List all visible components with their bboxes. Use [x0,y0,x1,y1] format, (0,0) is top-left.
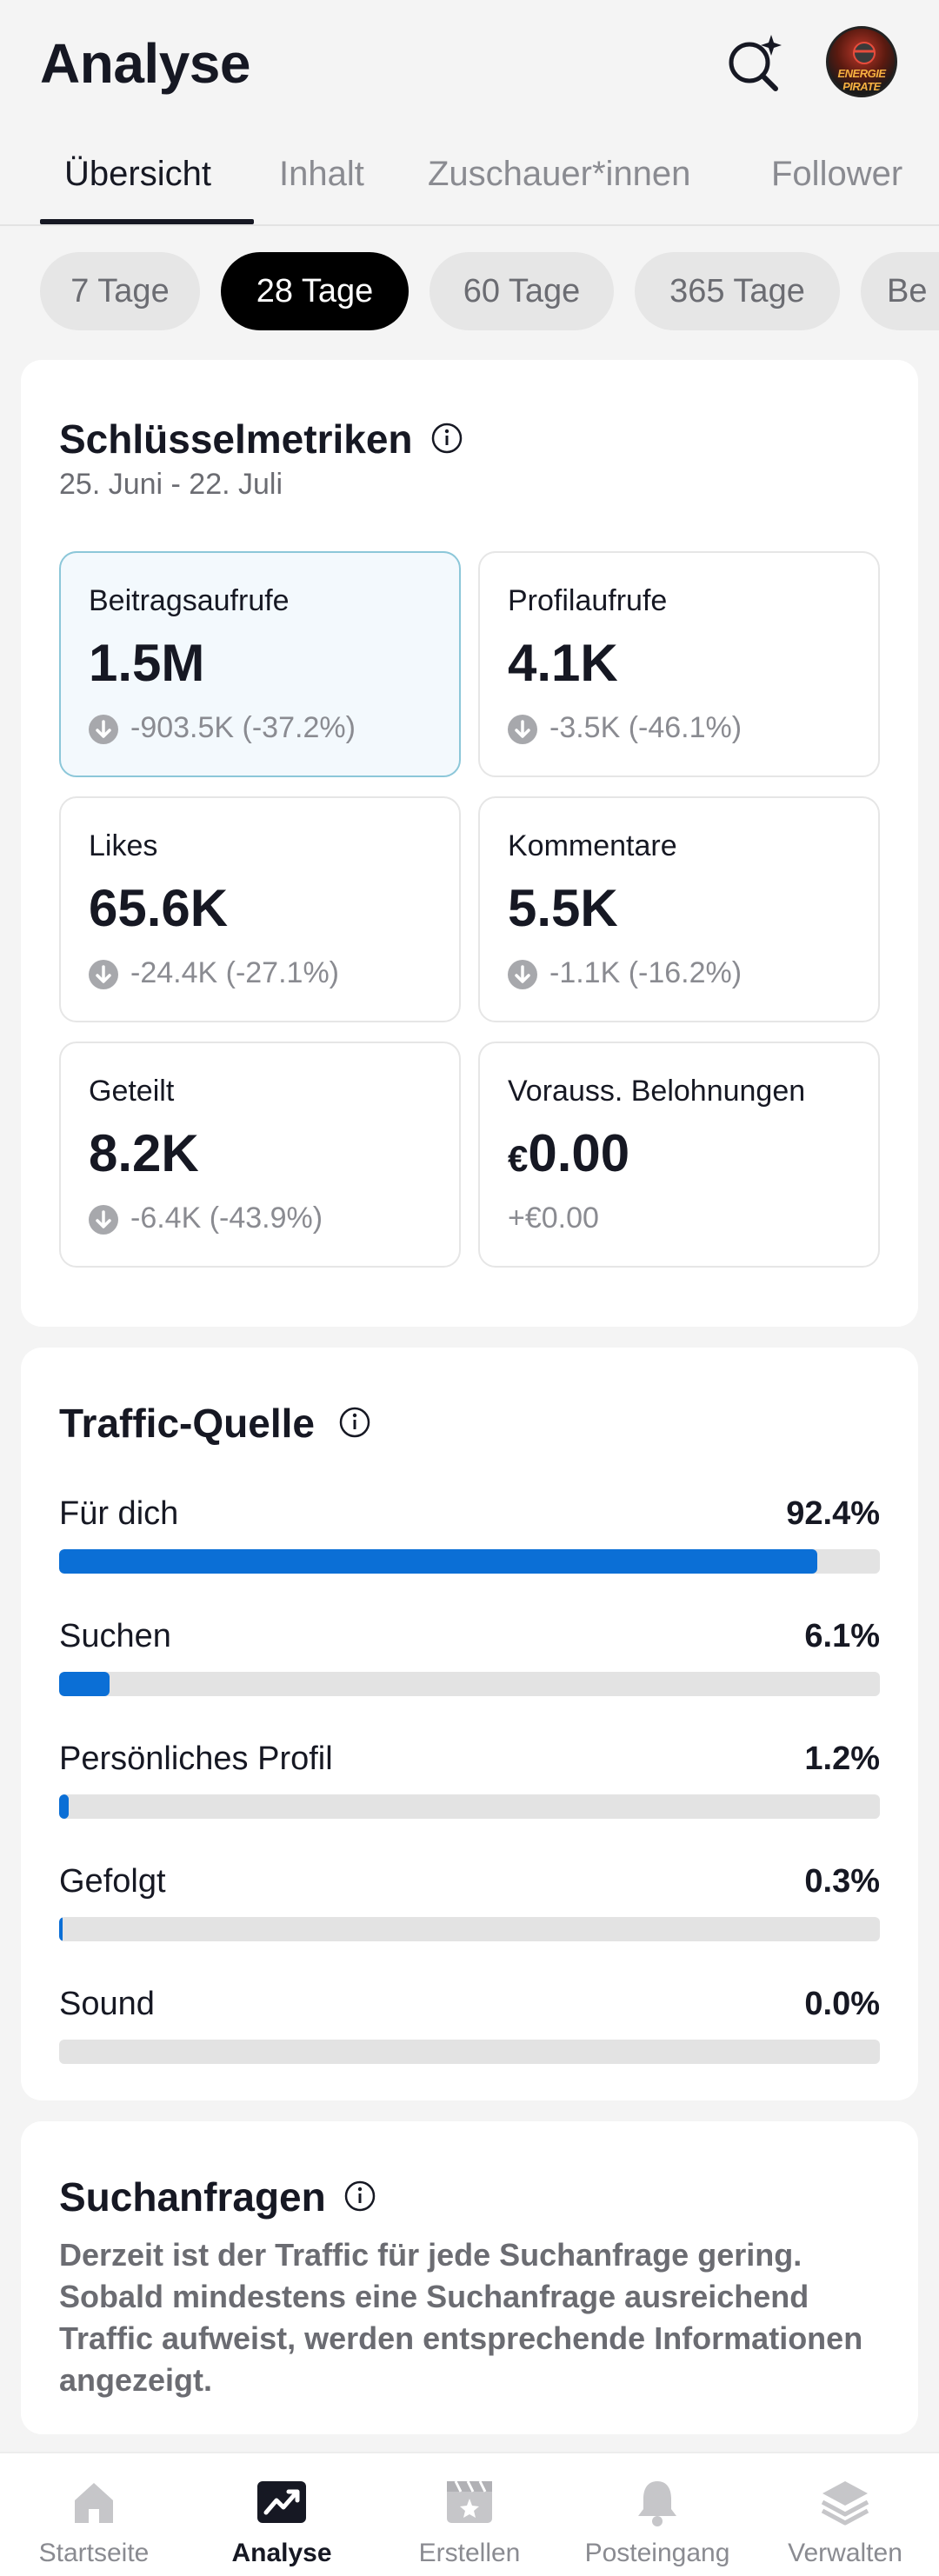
traffic-source-percent: 92.4% [786,1495,880,1532]
create-icon [447,2480,492,2523]
avatar-logo-text: ENERGIE PIRATE [837,67,886,93]
period-7-days[interactable]: 7 Tage [40,252,200,330]
traffic-source-label: Gefolgt [59,1863,166,1900]
metric-value: 65.6K [89,879,229,937]
metric-value: 1.5M [89,634,205,692]
metric-change: -3.5K (-46.1%) [549,711,743,744]
traffic-source-label: Persönliches Profil [59,1741,333,1777]
metric-change: -24.4K (-27.1%) [130,956,339,989]
traffic-source-percent: 0.0% [804,1986,880,2022]
nav-label: Startseite [38,2539,150,2567]
traffic-source-label: Sound [59,1986,155,2022]
key-metrics-title: Schlüsselmetriken [59,416,413,462]
info-icon[interactable] [337,1405,372,1440]
search-queries-message: Derzeit ist der Traffic für jede Suchanf… [59,2237,863,2398]
traffic-source-label: Für dich [59,1495,179,1532]
traffic-bar-track [59,1672,880,1696]
page-title: Analyse [40,32,250,95]
nav-label: Posteingang [584,2539,730,2567]
arrow-down-icon [508,960,537,989]
tab-followers[interactable]: Follower [771,155,903,193]
header: Analyse ENERGIE PIRATE [0,0,939,122]
traffic-bar-fill [59,1794,70,1819]
metric-value: 8.2K [89,1124,199,1182]
nav-label: Verwalten [788,2539,902,2567]
metric-label: Kommentare [508,829,677,862]
metric-label: Geteilt [89,1075,175,1108]
traffic-bar-track [59,1917,880,1941]
period-60-days[interactable]: 60 Tage [430,252,614,330]
bottom-navigation: Startseite Analyse Erstellen Posteingang… [0,2452,939,2576]
key-metrics-card: Schlüsselmetriken 25. Juni - 22. Juli Be… [21,360,918,1327]
home-icon [75,2483,113,2523]
period-365-days[interactable]: 365 Tage [635,252,840,330]
bell-icon [638,2481,676,2526]
arrow-down-icon [89,1205,118,1235]
nav-manage[interactable]: Verwalten [751,2453,939,2576]
date-range: 25. Juni - 22. Juli [59,468,283,501]
metric-change: -903.5K (-37.2%) [130,711,356,744]
arrow-down-icon [89,715,118,744]
traffic-bar-fill [59,1549,818,1574]
tab-viewers[interactable]: Zuschauer*innen [428,155,691,193]
avatar-logo-icon [853,42,876,64]
metric-value: 4.1K [508,634,618,692]
nav-label: Analyse [231,2539,332,2567]
metric-profile-views[interactable]: Profilaufrufe 4.1K -3.5K (-46.1%) [478,551,880,777]
reward-amount: 0.00 [528,1124,630,1182]
metric-label: Vorauss. Belohnungen [508,1075,806,1108]
nav-label: Erstellen [418,2539,521,2567]
nav-create[interactable]: Erstellen [376,2453,563,2576]
avatar[interactable]: ENERGIE PIRATE [826,26,897,97]
nav-inbox[interactable]: Posteingang [563,2453,751,2576]
active-tab-indicator [40,219,254,224]
info-icon[interactable] [343,2179,377,2213]
arrow-down-icon [508,715,537,744]
tab-content[interactable]: Inhalt [279,155,364,193]
period-28-days[interactable]: 28 Tage [221,252,409,330]
traffic-source-percent: 0.3% [804,1863,880,1900]
traffic-source-title: Traffic-Quelle [59,1401,315,1446]
search-queries-title: Suchanfragen [59,2174,326,2220]
analytics-icon [257,2481,306,2523]
metric-value: €0.00 [508,1123,629,1183]
metric-change: -6.4K (-43.9%) [130,1201,323,1235]
traffic-bar-track [59,2040,880,2064]
info-icon[interactable] [430,421,464,456]
traffic-source-percent: 6.1% [804,1618,880,1654]
metric-likes[interactable]: Likes 65.6K -24.4K (-27.1%) [59,796,461,1022]
metric-change: +€0.00 [508,1201,599,1235]
traffic-source-card: Traffic-Quelle Für dich 92.4% Suchen 6.1% Pe… [21,1348,918,2100]
traffic-bar-fill [59,1917,63,1941]
traffic-bar-track [59,1549,880,1574]
traffic-bar-track [59,1794,880,1819]
metric-comments[interactable]: Kommentare 5.5K -1.1K (-16.2%) [478,796,880,1022]
nav-home[interactable]: Startseite [0,2453,188,2576]
metric-value: 5.5K [508,879,618,937]
metric-change: -1.1K (-16.2%) [549,956,743,989]
traffic-bar-fill [59,1672,110,1696]
metric-shares[interactable]: Geteilt 8.2K -6.4K (-43.9%) [59,1042,461,1268]
layers-icon [821,2481,869,2526]
tab-overview[interactable]: Übersicht [64,155,211,193]
currency-symbol: € [508,1138,529,1179]
metric-label: Profilaufrufe [508,584,668,617]
metric-label: Likes [89,829,158,862]
period-custom[interactable]: Be [861,252,939,330]
metric-post-views[interactable]: Beitragsaufrufe 1.5M -903.5K (-37.2%) [59,551,461,777]
traffic-source-percent: 1.2% [804,1741,880,1777]
metric-est-rewards[interactable]: Vorauss. Belohnungen €0.00 +€0.00 [478,1042,880,1268]
period-selector: 7 Tage 28 Tage 60 Tage 365 Tage Be [0,252,939,336]
analytics-tabs: Übersicht Inhalt Zuschauer*innen Followe… [0,139,939,226]
metric-label: Beitragsaufrufe [89,584,290,617]
traffic-source-label: Suchen [59,1618,171,1654]
search-queries-card: Suchanfragen Derzeit ist der Traffic für… [21,2121,918,2434]
arrow-down-icon [89,960,118,989]
nav-analytics[interactable]: Analyse [188,2453,376,2576]
ai-search-icon[interactable] [723,31,784,92]
